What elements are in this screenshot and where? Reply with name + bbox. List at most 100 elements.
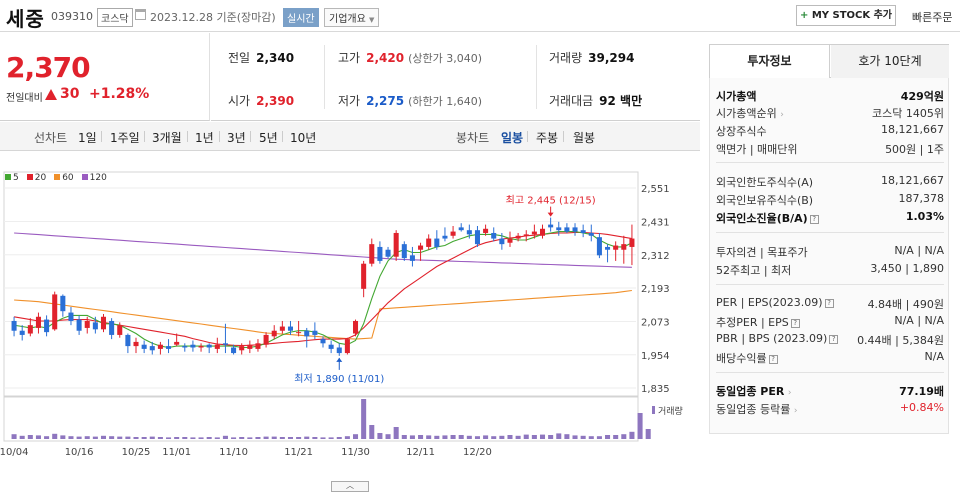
candle-body — [629, 238, 635, 247]
row-industry-rate: 동일업종 등락률 › +0.84% — [716, 401, 944, 417]
change-value: 30 — [60, 86, 80, 102]
stat-amount-value: 92 백만 — [599, 94, 643, 108]
quick-order-link[interactable]: 빠른주문 — [912, 11, 953, 24]
row-value: 429억원 — [900, 90, 944, 103]
row-value: 4.84배 | 490원 — [867, 298, 944, 311]
row-par: 액면가 | 매매단위 500원 | 1주 — [716, 141, 944, 157]
candle-body — [279, 326, 285, 331]
y-tick-label: 1,954 — [641, 351, 670, 362]
candle-body — [149, 346, 155, 351]
volume-bar — [621, 434, 627, 439]
company-overview-dropdown[interactable]: 기업개요 ▼ — [324, 8, 380, 27]
volume-bar — [483, 435, 489, 439]
min-annotation: 최저 1,890 (11/01) — [294, 373, 384, 385]
candle-body — [361, 263, 367, 289]
legend-label: 60 — [62, 173, 74, 183]
chart-collapse-button[interactable]: ︿ — [331, 481, 369, 492]
realtime-button[interactable]: 실시간 — [283, 8, 319, 27]
y-tick-label: 1,835 — [641, 384, 670, 395]
stat-low: 저가 2,275 (하한가 1,640) — [338, 92, 482, 109]
x-tick-label: 12/11 — [406, 447, 435, 458]
volume-bar — [588, 436, 594, 439]
change-percent: +1.28% — [89, 86, 150, 102]
divider — [536, 45, 537, 109]
candle-body — [182, 346, 188, 348]
add-mystock-button[interactable]: + MY STOCK 추가 — [796, 5, 896, 26]
stat-high-label: 고가 — [338, 51, 361, 65]
help-icon[interactable]: ? — [790, 319, 800, 328]
tab-invest-info[interactable]: 투자정보 — [710, 45, 830, 78]
divider — [282, 131, 283, 142]
volume-legend-swatch — [652, 406, 655, 414]
candle-body — [474, 230, 480, 245]
volume-bar — [206, 437, 212, 439]
chart-legend: 5 20 60 120 — [5, 173, 115, 183]
stat-volume-label: 거래량 — [549, 51, 583, 65]
candle-daily[interactable]: 일봉 — [501, 131, 524, 145]
price-panel: 2,370 전일대비 30 +1.28% — [0, 33, 210, 121]
stock-header: 세중 039310 코스닥 2023.12.28 기준(장마감) 실시간 기업개… — [0, 0, 960, 32]
volume-bar — [531, 435, 537, 439]
candle-body — [539, 228, 546, 236]
candle-body — [263, 334, 269, 345]
volume-bar — [141, 437, 147, 439]
candle-body — [35, 316, 41, 328]
candle-body — [133, 341, 139, 347]
volume-bar — [157, 437, 163, 439]
row-value: N/A | N/A — [894, 314, 944, 327]
volume-bar — [125, 436, 131, 439]
volume-bar — [247, 437, 253, 439]
help-icon[interactable]: ? — [809, 215, 819, 224]
row-pbr: PBR | BPS (2023.09)? 0.44배 | 5,384원 — [716, 332, 944, 348]
period-1d[interactable]: 1일 — [78, 131, 97, 145]
min-arrow-head — [336, 357, 343, 362]
stat-upper-limit: (상한가 3,040) — [408, 52, 482, 65]
x-tick-label: 12/20 — [463, 447, 492, 458]
candle-body — [442, 235, 448, 239]
volume-bar — [84, 436, 90, 439]
period-10y[interactable]: 10년 — [290, 131, 317, 145]
divider — [716, 372, 944, 373]
candle-body — [231, 347, 237, 354]
max-arrow-head — [547, 212, 554, 217]
x-tick-label: 11/10 — [219, 447, 248, 458]
volume-bar — [117, 436, 123, 439]
chevron-up-icon: ︿ — [346, 481, 354, 490]
row-label: 외국인보유주식수(B) — [716, 194, 814, 207]
row-est-per: 추정PER | EPS? N/A | N/A — [716, 314, 944, 330]
candle-body — [548, 224, 554, 228]
candle-monthly[interactable]: 월봉 — [573, 131, 596, 145]
row-label: PER | EPS(2023.09) — [716, 296, 823, 309]
candle-body — [515, 235, 521, 239]
help-icon[interactable]: ? — [824, 299, 834, 308]
period-3y[interactable]: 3년 — [227, 131, 246, 145]
volume-bar — [369, 425, 375, 439]
candle-body — [198, 346, 204, 348]
divider — [527, 131, 528, 142]
period-5y[interactable]: 5년 — [259, 131, 278, 145]
stock-chart[interactable]: 2,551 2,431 2,312 2,193 2,073 1,954 1,835 거래량 10… — [0, 152, 700, 500]
period-1y[interactable]: 1년 — [195, 131, 214, 145]
candle-body — [214, 344, 220, 349]
volume-bar — [450, 435, 456, 439]
divider — [324, 45, 325, 109]
row-label: 외국인소진율(B/A) — [716, 212, 808, 225]
row-value: N/A — [924, 350, 944, 363]
help-icon[interactable]: ? — [768, 355, 778, 364]
tab-hoga-10[interactable]: 호가 10단계 — [831, 45, 949, 78]
candle-body — [52, 294, 58, 330]
candle-weekly[interactable]: 주봉 — [536, 131, 559, 145]
ma120-line — [14, 232, 632, 268]
volume-bar — [572, 435, 578, 439]
candle-body — [247, 344, 253, 349]
help-icon[interactable]: ? — [829, 335, 839, 344]
period-3m[interactable]: 3개월 — [152, 131, 182, 145]
volume-bar — [68, 436, 74, 439]
stat-open: 시가 2,390 — [228, 92, 294, 109]
candle-body — [613, 245, 619, 250]
period-1w[interactable]: 1주일 — [110, 131, 140, 145]
divider — [716, 284, 944, 285]
candle-body — [393, 232, 399, 257]
volume-bar — [60, 435, 66, 439]
row-label: 52주최고 | 최저 — [716, 264, 792, 277]
